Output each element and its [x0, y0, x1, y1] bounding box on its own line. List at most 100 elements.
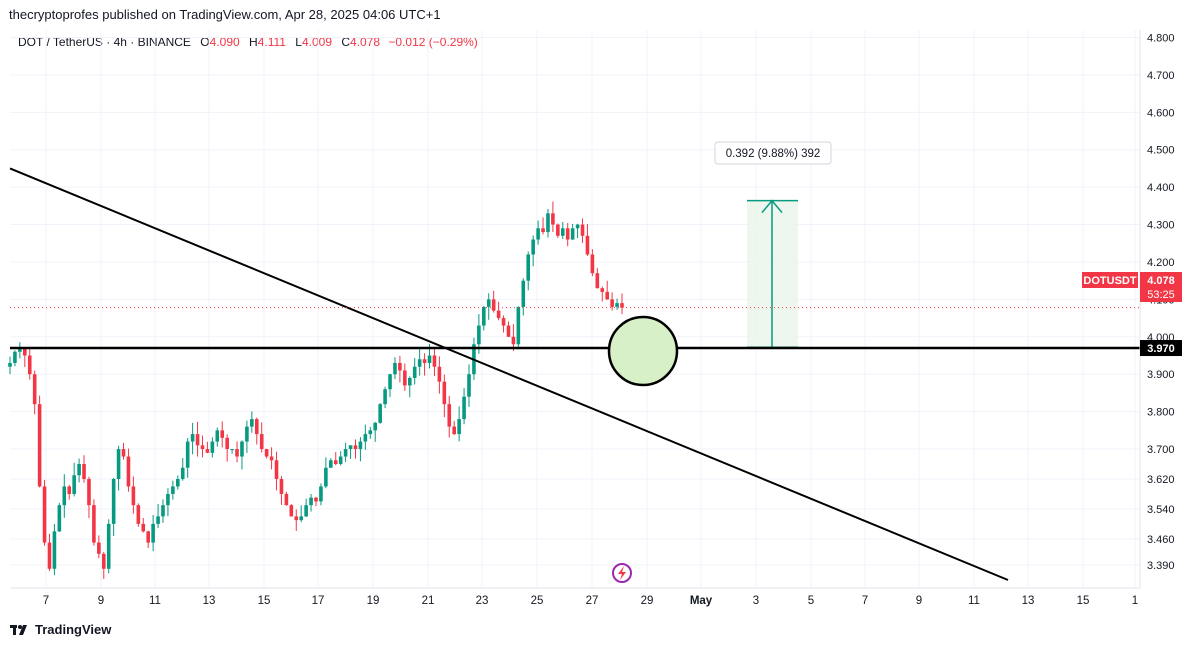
candle-body[interactable]: [254, 419, 259, 435]
candle-body[interactable]: [496, 310, 501, 319]
candle-body[interactable]: [511, 336, 516, 345]
candle-body[interactable]: [62, 486, 67, 506]
descending-trendline[interactable]: [9, 167, 1009, 581]
candle-body[interactable]: [412, 366, 417, 378]
candle-body[interactable]: [536, 228, 540, 240]
candle-body[interactable]: [388, 374, 392, 390]
candle-body[interactable]: [600, 288, 605, 292]
candle-body[interactable]: [333, 460, 338, 465]
candle-body[interactable]: [477, 325, 481, 345]
candle-body[interactable]: [284, 493, 289, 506]
candlestick-series[interactable]: [8, 201, 624, 579]
price-axis[interactable]: 4.8004.7004.6004.5004.4004.3004.2004.100…: [1139, 30, 1175, 588]
candle-body[interactable]: [304, 505, 308, 517]
candle-body[interactable]: [368, 430, 373, 435]
candle-body[interactable]: [146, 531, 150, 543]
candle-body[interactable]: [546, 213, 550, 233]
candle-body[interactable]: [417, 359, 422, 367]
candle-body[interactable]: [180, 467, 185, 479]
candle-body[interactable]: [585, 235, 590, 255]
candle-body[interactable]: [353, 445, 358, 450]
candle-body[interactable]: [338, 456, 343, 465]
candle-body[interactable]: [111, 478, 116, 524]
candle-body[interactable]: [551, 213, 555, 225]
candle-body[interactable]: [52, 531, 57, 569]
candle-body[interactable]: [57, 505, 62, 532]
candle-body[interactable]: [13, 351, 17, 363]
candle-body[interactable]: [486, 299, 491, 307]
candle-body[interactable]: [442, 381, 447, 405]
candle-body[interactable]: [230, 449, 234, 451]
candle-body[interactable]: [245, 426, 249, 442]
candle-body[interactable]: [580, 224, 585, 236]
candle-body[interactable]: [309, 497, 313, 506]
candle-body[interactable]: [289, 505, 294, 517]
candle-body[interactable]: [131, 486, 136, 506]
candle-body[interactable]: [575, 224, 580, 229]
candle-body[interactable]: [615, 303, 619, 307]
candle-body[interactable]: [32, 374, 37, 405]
candle-body[interactable]: [491, 299, 496, 311]
candle-body[interactable]: [77, 464, 81, 476]
candle-body[interactable]: [151, 523, 155, 543]
candle-body[interactable]: [82, 464, 86, 479]
candle-body[interactable]: [541, 228, 545, 233]
candle-body[interactable]: [437, 366, 442, 382]
candle-body[interactable]: [373, 422, 378, 431]
candle-body[interactable]: [560, 228, 565, 236]
candle-body[interactable]: [378, 404, 382, 423]
candle-body[interactable]: [363, 434, 368, 442]
candle-body[interactable]: [259, 434, 264, 450]
candle-body[interactable]: [126, 456, 131, 487]
candle-body[interactable]: [319, 486, 323, 502]
candle-body[interactable]: [398, 362, 402, 371]
candle-body[interactable]: [101, 553, 106, 569]
candle-body[interactable]: [185, 441, 190, 468]
candle-body[interactable]: [610, 299, 614, 307]
candle-body[interactable]: [200, 445, 205, 450]
candle-body[interactable]: [141, 523, 146, 532]
candle-body[interactable]: [521, 280, 526, 307]
candle-body[interactable]: [42, 486, 47, 543]
candle-body[interactable]: [595, 273, 600, 289]
candle-body[interactable]: [383, 389, 387, 405]
candle-body[interactable]: [407, 377, 412, 386]
candle-body[interactable]: [422, 359, 427, 363]
lightning-icon[interactable]: [612, 563, 632, 583]
candle-body[interactable]: [67, 486, 72, 494]
candle-body[interactable]: [47, 542, 52, 569]
candle-body[interactable]: [161, 505, 165, 517]
candle-body[interactable]: [393, 362, 397, 375]
candle-body[interactable]: [264, 449, 269, 457]
candle-body[interactable]: [18, 348, 22, 352]
candle-body[interactable]: [467, 374, 471, 397]
candle-body[interactable]: [72, 475, 76, 494]
price-chart[interactable]: 0.392 (9.88%) 392 7 9 11 13 15 17 19 21 23 25 27 29…: [0, 0, 1200, 620]
candle-body[interactable]: [294, 516, 299, 521]
candle-body[interactable]: [210, 441, 215, 453]
candle-body[interactable]: [279, 478, 284, 494]
candle-body[interactable]: [8, 362, 12, 367]
measure-tool[interactable]: 0.392 (9.88%) 392: [714, 141, 832, 349]
candle-body[interactable]: [457, 419, 461, 435]
candle-body[interactable]: [97, 542, 101, 554]
candle-body[interactable]: [37, 404, 42, 487]
candle-body[interactable]: [329, 460, 333, 468]
candle-body[interactable]: [274, 460, 279, 479]
candle-body[interactable]: [358, 441, 363, 450]
candle-body[interactable]: [531, 239, 535, 255]
candle-body[interactable]: [205, 449, 210, 453]
footer-brand[interactable]: TradingView: [10, 622, 111, 637]
candle-body[interactable]: [87, 478, 91, 506]
candle-body[interactable]: [92, 505, 96, 543]
candle-body[interactable]: [166, 493, 170, 506]
candle-body[interactable]: [195, 434, 200, 446]
candle-body[interactable]: [620, 303, 624, 308]
candle-body[interactable]: [452, 426, 456, 435]
candle-body[interactable]: [501, 318, 506, 326]
candle-body[interactable]: [605, 291, 609, 300]
candle-body[interactable]: [235, 449, 239, 457]
candle-body[interactable]: [23, 348, 27, 356]
candle-body[interactable]: [506, 325, 511, 337]
candle-body[interactable]: [348, 445, 353, 450]
